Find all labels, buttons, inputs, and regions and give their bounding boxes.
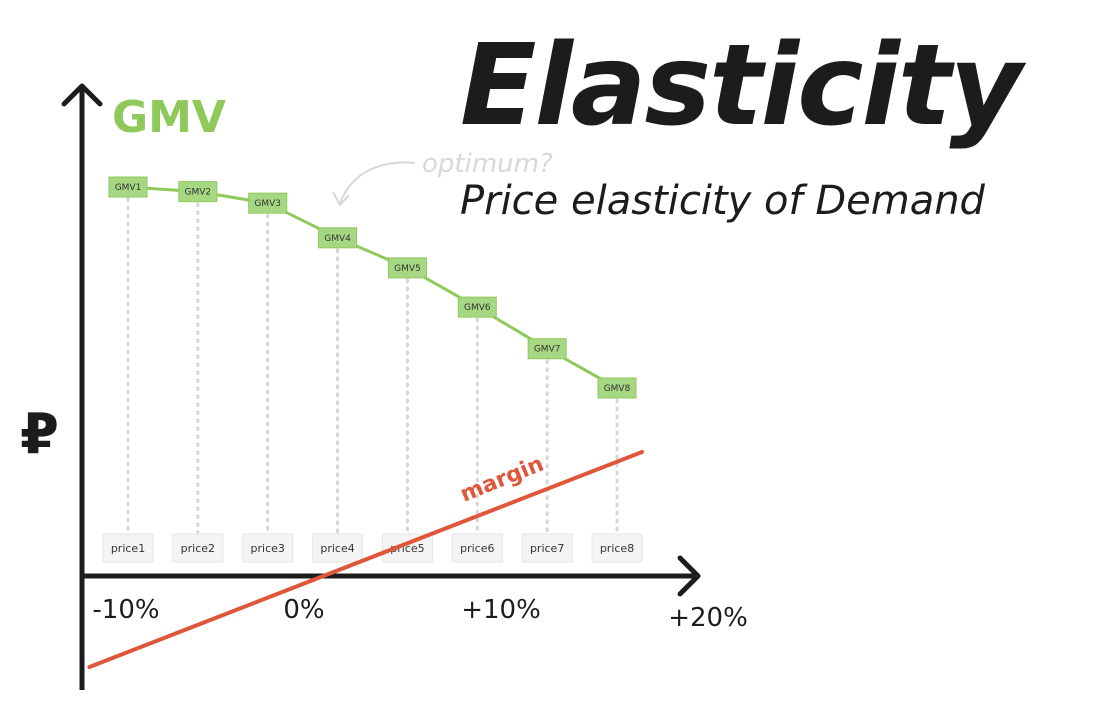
price-box: price3 <box>242 533 294 563</box>
chart-subtitle: Price elasticity of Demand <box>460 178 985 224</box>
price-label: price2 <box>181 542 215 555</box>
y-axis-arrowhead <box>61 83 103 107</box>
price-guide-lines <box>126 197 619 534</box>
price-label: price8 <box>600 542 634 555</box>
price-box: price8 <box>591 533 643 563</box>
x-tick-label: +20% <box>668 603 748 633</box>
gmv-point: GMV8 <box>597 377 637 399</box>
price-label: price3 <box>251 542 285 555</box>
gmv-point-label: GMV2 <box>185 188 212 198</box>
price-box-bg <box>451 533 503 563</box>
margin-annotation: margin <box>457 452 548 508</box>
x-tick-label: -10% <box>92 595 159 625</box>
x-tick-label: +10% <box>461 595 541 625</box>
gmv-point-box <box>597 377 637 399</box>
gmv-point-box <box>318 227 358 249</box>
gmv-point: GMV4 <box>318 227 358 249</box>
gmv-point-box <box>178 181 218 203</box>
gmv-point-box <box>387 257 427 279</box>
currency-symbol: ₽ <box>20 402 59 467</box>
gmv-point-label: GMV3 <box>254 199 281 209</box>
optimum-annotation: optimum? <box>422 149 553 179</box>
price-box-bg <box>102 533 154 563</box>
gmv-series: GMV1 GMV2 GMV3 GMV4 GMV5 GMV6 GMV7 GMV8 <box>108 176 637 399</box>
margin-series <box>87 450 644 669</box>
gmv-point: GMV6 <box>457 296 497 318</box>
gmv-point-box <box>457 296 497 318</box>
price-box-bg <box>591 533 643 563</box>
gmv-point-label: GMV4 <box>324 234 351 244</box>
y-axis-label: GMV <box>112 92 226 143</box>
price-label: price4 <box>320 542 354 555</box>
gmv-point-label: GMV5 <box>394 264 421 274</box>
optimum-arrow <box>339 161 416 204</box>
gmv-point-label: GMV7 <box>534 345 561 355</box>
price-label: price7 <box>530 542 564 555</box>
price-box: price6 <box>451 533 503 563</box>
price-box-bg <box>172 533 224 563</box>
gmv-point: GMV2 <box>178 181 218 203</box>
price-box: price2 <box>172 533 224 563</box>
gmv-point-box <box>248 192 288 214</box>
margin-line <box>87 450 644 669</box>
gmv-point-box <box>527 338 567 360</box>
gmv-point-label: GMV6 <box>464 303 491 313</box>
x-tick-labels: -10% 0% +10% +20% <box>92 595 747 633</box>
axes <box>61 83 701 690</box>
price-box: price1 <box>102 533 154 563</box>
gmv-point-label: GMV8 <box>604 384 631 394</box>
price-box: price7 <box>521 533 573 563</box>
chart-title: Elasticity <box>460 21 1022 151</box>
price-label: price1 <box>111 542 145 555</box>
x-tick-label: 0% <box>283 595 324 625</box>
annotations: optimum? margin <box>332 149 553 508</box>
gmv-point-box <box>108 176 148 198</box>
gmv-point-label: GMV1 <box>115 183 142 193</box>
price-label: price6 <box>460 542 494 555</box>
gmv-point: GMV1 <box>108 176 148 198</box>
price-box: price4 <box>312 533 364 563</box>
price-box-bg <box>312 533 364 563</box>
gmv-point: GMV3 <box>248 192 288 214</box>
price-box-bg <box>242 533 294 563</box>
gmv-point: GMV7 <box>527 338 567 360</box>
price-box-bg <box>521 533 573 563</box>
x-axis-arrowhead <box>677 555 701 597</box>
gmv-point: GMV5 <box>387 257 427 279</box>
optimum-arrowhead <box>332 191 350 206</box>
